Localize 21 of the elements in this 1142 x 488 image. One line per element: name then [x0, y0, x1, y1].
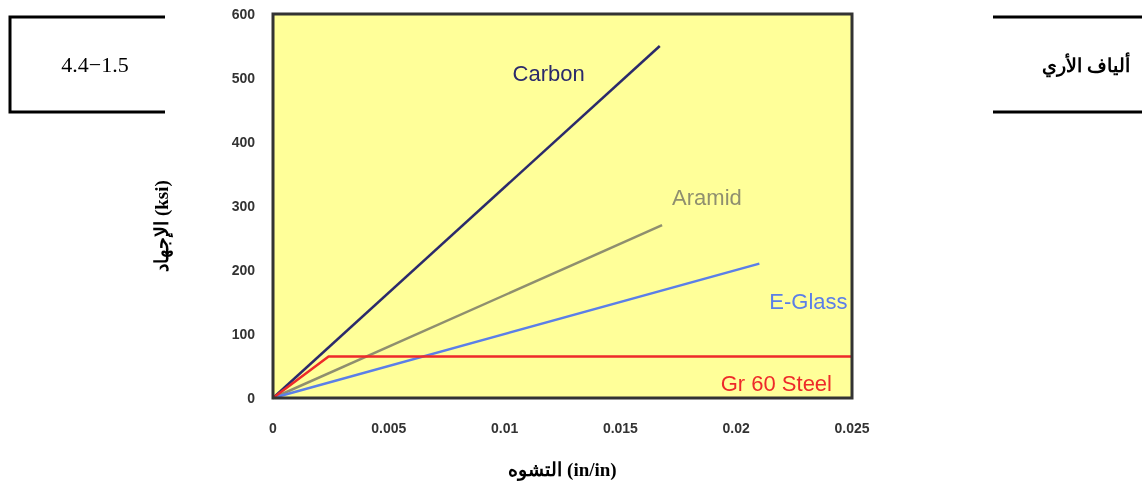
series-label: Aramid [672, 185, 742, 211]
x-tick-label: 0.025 [834, 420, 870, 436]
x-tick-label: 0.02 [722, 420, 751, 436]
x-tick-label: 0.01 [490, 420, 519, 436]
text: 4.4−1.5 [61, 52, 129, 77]
y-tick-label: 100 [231, 326, 256, 342]
y-tick-label: 200 [231, 262, 256, 278]
x-tick-label: 0 [269, 420, 278, 436]
series-label: Gr 60 Steel [720, 371, 832, 397]
series-label: E-Glass [769, 288, 848, 314]
x-tick-label: 0.015 [602, 420, 639, 436]
y-tick-label: 0 [247, 390, 256, 406]
y-tick-label: 600 [231, 6, 256, 22]
x-axis-title: التشوه (in/in) [508, 459, 617, 481]
y-tick-label: 400 [231, 134, 256, 150]
y-tick-label: 500 [231, 70, 256, 86]
text: ألياف الأري [1041, 52, 1130, 78]
series-label: Carbon [512, 61, 585, 86]
x-tick-label: 0.005 [371, 420, 407, 436]
y-tick-label: 300 [231, 198, 256, 214]
y-axis-title: الإجهاد (ksi) [151, 180, 174, 272]
